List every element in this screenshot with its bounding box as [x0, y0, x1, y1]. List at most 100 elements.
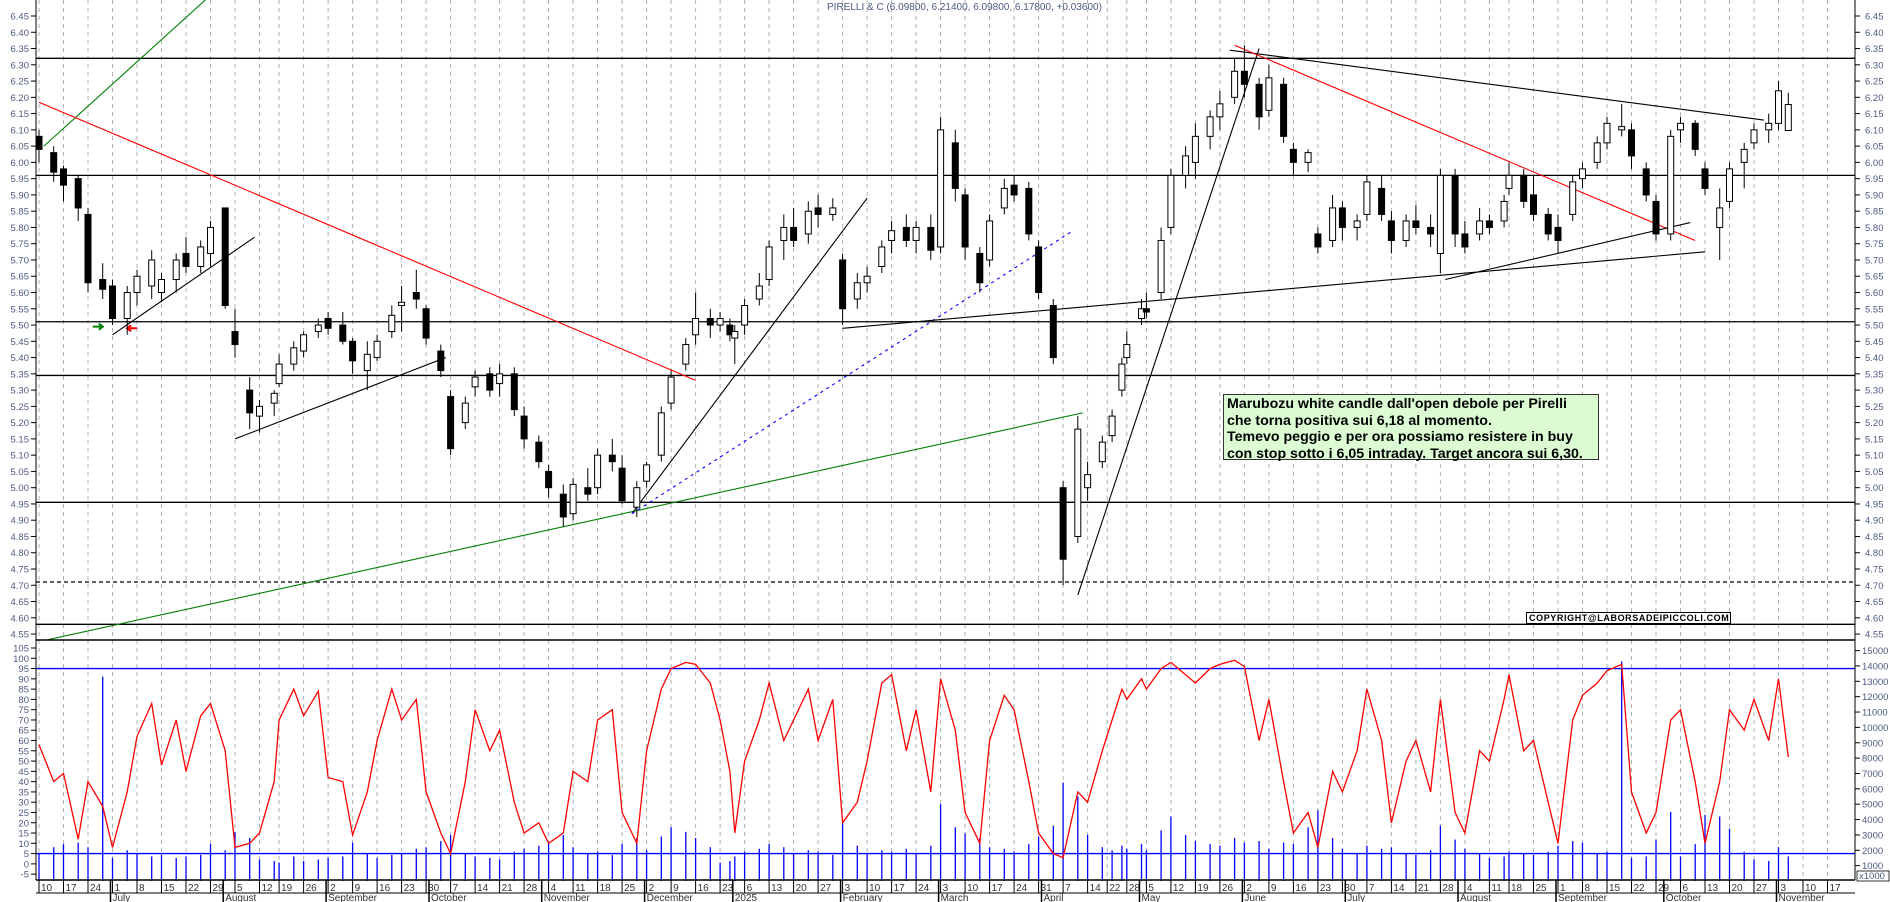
- candle-body: [1387, 220, 1395, 241]
- candle-body: [535, 441, 543, 463]
- oscillator-line: [38, 659, 1789, 859]
- candle-body: [559, 493, 567, 518]
- week-tick-label: 4: [1467, 883, 1473, 894]
- price-tick-label: 5.50: [11, 321, 30, 332]
- price-tick-label: 6.10: [11, 125, 30, 136]
- volume-tick-label: 7000: [1862, 769, 1883, 780]
- candle-body: [692, 318, 700, 336]
- trendline: [112, 236, 255, 336]
- candle-body: [1451, 174, 1459, 235]
- candle-body: [349, 340, 357, 362]
- candle-body: [172, 259, 180, 280]
- candle-body: [1363, 181, 1371, 215]
- month-label: June: [1244, 893, 1266, 902]
- price-tick-label: 5.00: [1865, 483, 1884, 494]
- price-tick-label: 4.95: [1865, 499, 1884, 510]
- week-tick-label: 7: [453, 883, 459, 894]
- trendlines: [38, 0, 1764, 640]
- price-tick-label: 6.05: [1865, 142, 1884, 153]
- candle-body: [182, 252, 190, 267]
- candle-body: [912, 226, 920, 241]
- week-tick-label: 29: [213, 883, 225, 894]
- price-tick-label: 4.55: [11, 630, 30, 641]
- candle-body: [84, 213, 92, 284]
- trendline: [631, 197, 868, 515]
- price-tick-label: 4.65: [11, 597, 30, 608]
- candle-body: [1123, 344, 1131, 359]
- week-tick-label: 18: [600, 883, 612, 894]
- candle-body: [1231, 70, 1239, 98]
- week-tick-label: 26: [1222, 883, 1234, 894]
- candle-body: [422, 308, 430, 339]
- candle-body: [1726, 168, 1733, 202]
- candle-body: [1035, 246, 1043, 294]
- candle-body: [314, 324, 322, 333]
- week-tick-label: 2: [1246, 883, 1252, 894]
- candle-body: [1593, 142, 1601, 163]
- price-tick-label: 5.80: [1865, 223, 1884, 234]
- candle-body: [1157, 239, 1165, 294]
- week-tick-label: 28: [1442, 883, 1454, 894]
- oscillator-tick-label: 10: [18, 839, 29, 850]
- price-tick-label: 4.55: [1865, 630, 1884, 641]
- price-tick-label: 6.00: [11, 158, 30, 169]
- week-tick-label: 17: [894, 883, 906, 894]
- month-label: November: [544, 893, 591, 902]
- candle-body: [1138, 308, 1145, 320]
- candle-body: [633, 487, 641, 508]
- price-tick-label: 6.40: [11, 28, 30, 39]
- price-tick-label: 6.20: [1865, 93, 1884, 104]
- volume-tick-label: 4000: [1862, 815, 1883, 826]
- candle-body: [1216, 103, 1224, 118]
- candle-body: [1775, 90, 1782, 124]
- candle-body: [461, 402, 469, 424]
- candle-body: [373, 340, 381, 359]
- week-tick-label: 17: [992, 883, 1004, 894]
- volume-tick-label: 5000: [1862, 800, 1883, 811]
- month-label: September: [328, 893, 378, 902]
- candle-body: [888, 230, 896, 241]
- price-tick-label: 4.85: [11, 532, 30, 543]
- week-tick-label: 7: [1065, 883, 1071, 894]
- price-tick-label: 6.35: [1865, 44, 1884, 55]
- candle-body: [1098, 441, 1106, 463]
- price-tick-label: 6.00: [1865, 158, 1884, 169]
- candle-body: [471, 376, 479, 388]
- volume-tick-label: 12000: [1862, 692, 1888, 703]
- week-tick-label: 6: [747, 883, 753, 894]
- price-tick-label: 4.75: [11, 565, 30, 576]
- candle-body: [951, 142, 959, 189]
- oscillator-tick-label: 80: [18, 695, 29, 706]
- candle-body: [853, 282, 861, 300]
- price-tick-label: 4.80: [11, 548, 30, 559]
- price-tick-label: 5.90: [1865, 190, 1884, 201]
- week-tick-label: 9: [355, 883, 361, 894]
- week-tick-label: 2: [649, 883, 655, 894]
- candle-body: [1603, 122, 1611, 144]
- price-tick-label: 6.35: [11, 44, 30, 55]
- candle-body: [790, 226, 798, 241]
- week-tick-label: 7: [1369, 883, 1375, 894]
- price-tick-label: 5.90: [11, 190, 30, 201]
- candle-body: [1240, 70, 1248, 85]
- week-tick-label: 9: [1271, 883, 1277, 894]
- candle-body: [1255, 83, 1263, 118]
- candle-body: [270, 392, 278, 404]
- candle-body: [1338, 207, 1346, 228]
- week-tick-label: 21: [1418, 883, 1430, 894]
- candle-body: [1427, 226, 1435, 235]
- oscillator-tick-label: 35: [18, 787, 29, 798]
- week-tick-label: 27: [1756, 883, 1768, 894]
- week-tick-label: 22: [1634, 883, 1646, 894]
- candle-body: [1544, 213, 1552, 235]
- candle-body: [1049, 305, 1057, 359]
- candle-body: [878, 246, 886, 267]
- oscillator-tick-label: 105: [13, 644, 29, 655]
- month-label: November: [1779, 893, 1826, 902]
- price-tick-label: 5.75: [1865, 239, 1884, 250]
- week-tick-label: 25: [1536, 883, 1548, 894]
- week-tick-label: 5: [1148, 883, 1154, 894]
- week-tick-label: 20: [796, 883, 808, 894]
- week-tick-label: 12: [262, 883, 274, 894]
- candle-body: [290, 347, 298, 365]
